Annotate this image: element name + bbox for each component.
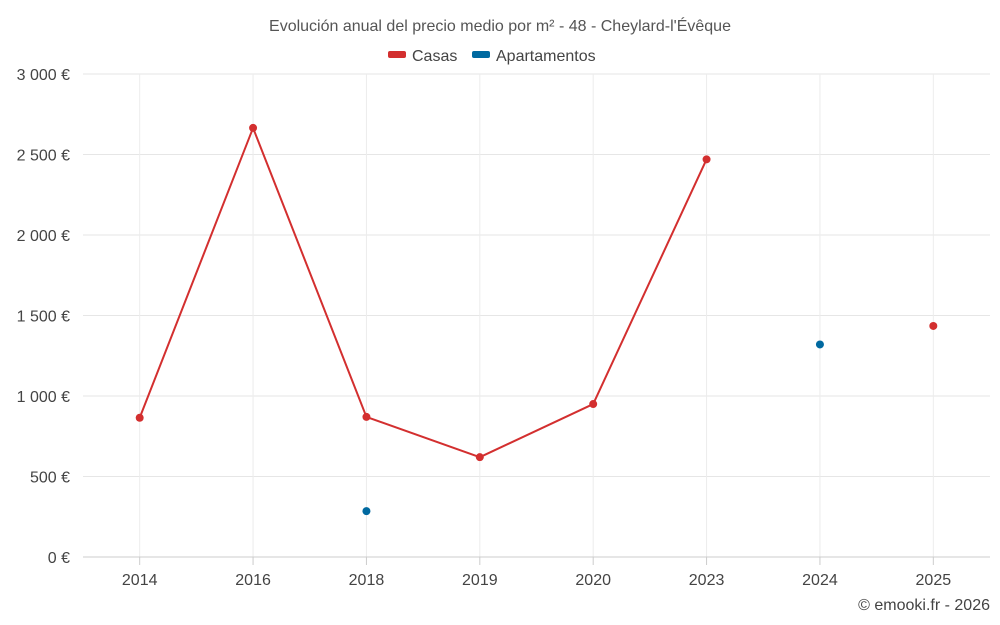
x-tick-label: 2020 (575, 572, 611, 589)
legend-item-apartamentos[interactable]: Apartamentos (472, 48, 596, 65)
series-line-casas (138, 126, 708, 459)
data-point-casas[interactable] (589, 400, 598, 409)
chart-title: Evolución anual del precio medio por m² … (269, 16, 731, 35)
x-tick-label: 2016 (235, 572, 271, 589)
data-point-casas[interactable] (249, 123, 258, 132)
axes: 0 € 500 € 1 000 € 1 500 € 2 000 € 2 500 € 3 00… (17, 67, 990, 589)
data-point-casas[interactable] (929, 321, 938, 330)
x-tick-label: 2019 (462, 572, 498, 589)
data-point-apartamentos[interactable] (362, 507, 371, 516)
data-point-casas[interactable] (362, 412, 371, 421)
y-tick-label: 0 € (48, 550, 70, 567)
x-tick-label: 2025 (916, 572, 952, 589)
y-tick-label: 500 € (30, 470, 70, 487)
legend-swatch-apartamentos (472, 51, 490, 58)
x-tick-label: 2024 (802, 572, 838, 589)
y-tick-label: 1 500 € (17, 309, 70, 326)
data-point-casas[interactable] (702, 155, 711, 164)
legend-swatch-casas (388, 51, 406, 58)
y-tick-label: 1 000 € (17, 389, 70, 406)
legend-label-apartamentos: Apartamentos (496, 48, 596, 65)
data-point-apartamentos[interactable] (815, 340, 824, 349)
legend-label-casas: Casas (412, 48, 457, 65)
data-point-casas[interactable] (475, 453, 484, 462)
y-tick-label: 2 000 € (17, 228, 70, 245)
legend: Casas Apartamentos (388, 48, 596, 65)
grid (83, 73, 990, 557)
x-tick-label: 2018 (349, 572, 385, 589)
x-tick-label: 2023 (689, 572, 725, 589)
credit-text: © emooki.fr - 2026 (858, 597, 990, 614)
x-tick-label: 2014 (122, 572, 158, 589)
y-tick-label: 3 000 € (17, 67, 70, 84)
y-tick-label: 2 500 € (17, 148, 70, 165)
series (135, 123, 938, 516)
data-point-casas[interactable] (135, 413, 144, 422)
legend-item-casas[interactable]: Casas (388, 48, 457, 65)
